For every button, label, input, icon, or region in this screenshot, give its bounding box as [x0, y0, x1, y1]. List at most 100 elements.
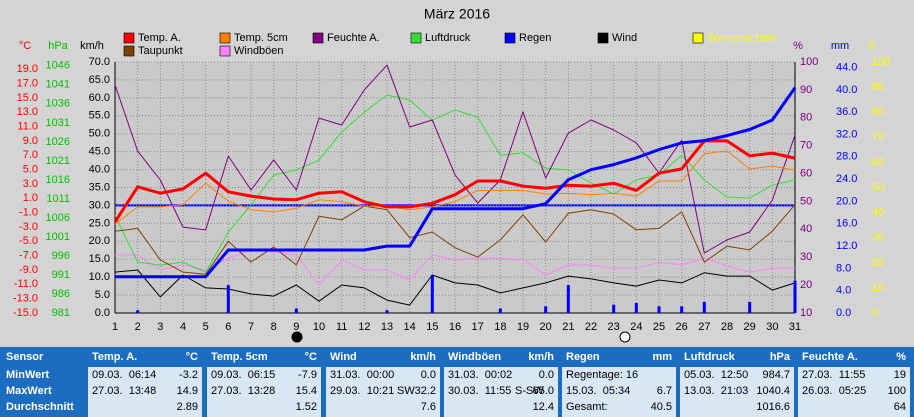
chart-title: März 2016 [424, 6, 490, 22]
cell-right: 0.0 [538, 369, 554, 381]
column-unit: km/h [528, 351, 554, 363]
y-tick-label: 16.0 [836, 218, 857, 230]
rain-bar [430, 275, 434, 313]
x-tick-label: 6 [225, 321, 231, 333]
y-tick-label: 24.0 [836, 173, 857, 185]
cell-right: 984.7 [762, 369, 790, 381]
cell-right: 64 [893, 401, 906, 413]
legend-swatch [504, 32, 516, 44]
y-tick-label: 5.0 [95, 289, 110, 301]
axis-unit: % [793, 40, 803, 52]
y-tick-label: 100 [800, 56, 818, 68]
x-tick-label: 22 [585, 321, 597, 333]
cell-right: 12.4 [532, 401, 554, 413]
x-tick-label: 21 [562, 321, 574, 333]
column-title: Regen [566, 351, 600, 363]
column-body [326, 367, 440, 417]
x-tick-label: 4 [180, 321, 186, 333]
y-tick-label: 20 [872, 257, 884, 269]
series-line [114, 94, 796, 273]
y-tick-label: 986 [52, 288, 70, 300]
y-tick-label: -9.0 [19, 264, 38, 276]
column-title: Wind [330, 351, 357, 363]
x-tick-label: 9 [293, 321, 299, 333]
x-tick-label: 19 [517, 321, 529, 333]
y-tick-label: 1.0 [23, 192, 38, 204]
y-tick-label: 10 [872, 282, 884, 294]
rain-bar [612, 304, 616, 313]
table-corner: Sensor [6, 351, 44, 363]
x-tick-label: 12 [358, 321, 370, 333]
x-tick-label: 25 [653, 321, 665, 333]
legend-label: Feuchte A. [327, 32, 380, 44]
legend-label: Sonnenschein [707, 32, 777, 44]
y-tick-label: 991 [52, 269, 70, 281]
stats-table: Sensor MinWert MaxWert Durchschnitt Temp. A.… [0, 347, 914, 417]
cell-left: 29.03. 10:21 [330, 385, 395, 397]
x-tick-label: 28 [721, 321, 733, 333]
y-tick-label: 70.0 [89, 56, 110, 68]
cell-mid: SW [397, 385, 415, 397]
y-tick-label: 20.0 [89, 235, 110, 247]
y-tick-label: 60 [800, 167, 812, 179]
cell-right: 7.6 [420, 401, 436, 413]
y-tick-label: 19.0 [17, 63, 38, 75]
rain-bar [498, 308, 502, 313]
y-tick-label: 40.0 [836, 84, 857, 96]
cell-left: 31.03. 00:02 [448, 369, 513, 381]
y-tick-label: -15.0 [13, 307, 38, 319]
column-title: Feuchte A. [802, 351, 858, 363]
legend-swatch [123, 45, 135, 57]
y-tick-label: -13.0 [13, 293, 38, 305]
y-tick-label: 10 [800, 307, 812, 319]
column-body [444, 367, 558, 417]
y-tick-label: 0.0 [836, 307, 851, 319]
y-tick-label: 0.0 [95, 307, 110, 319]
rain-bar [793, 280, 797, 313]
cell-left: 13.03. 21:03 [684, 385, 749, 397]
y-tick-label: 80 [800, 112, 812, 124]
x-tick-label: 2 [135, 321, 141, 333]
series-line [114, 204, 796, 275]
y-tick-label: 40 [800, 223, 812, 235]
y-tick-label: 32.0 [836, 128, 857, 140]
y-tick-label: 36.0 [836, 106, 857, 118]
series-line [115, 249, 795, 286]
y-tick-label: 65.0 [89, 74, 110, 86]
x-tick-label: 15 [426, 321, 438, 333]
cell-left: 09.03. 06:15 [211, 369, 276, 381]
legend-swatch [219, 32, 231, 44]
axis-unit: mm [831, 40, 849, 52]
y-tick-label: 90 [872, 81, 884, 93]
legend-swatch [410, 32, 422, 44]
x-tick-label: 3 [157, 321, 163, 333]
rain-bar [294, 308, 298, 313]
y-tick-label: 1031 [46, 117, 70, 129]
cell-right: 100 [887, 385, 906, 397]
y-tick-label: -5.0 [19, 235, 38, 247]
cell-right: -7.9 [298, 369, 317, 381]
legend-label: Regen [519, 32, 551, 44]
rain-bar [226, 285, 230, 313]
y-tick-label: 1016 [46, 174, 70, 186]
y-tick-label: 1001 [46, 231, 70, 243]
column-body [680, 367, 794, 417]
rain-bar [748, 301, 752, 313]
y-tick-label: 40.0 [89, 163, 110, 175]
x-tick-label: 5 [203, 321, 209, 333]
cell-right: 40.5 [650, 401, 672, 413]
y-tick-label: 1026 [46, 136, 70, 148]
column-body [562, 367, 676, 417]
y-tick-label: 15.0 [17, 92, 38, 104]
series-line [114, 150, 796, 225]
x-tick-label: 24 [630, 321, 642, 333]
axis-unit: km/h [80, 40, 104, 52]
y-tick-label: 12.0 [836, 240, 857, 252]
x-tick-label: 11 [336, 321, 347, 333]
x-tick-label: 27 [698, 321, 710, 333]
moon-new [291, 331, 303, 343]
rain-bar [544, 306, 548, 313]
column-unit: km/h [410, 351, 436, 363]
y-tick-label: 1036 [46, 98, 70, 110]
